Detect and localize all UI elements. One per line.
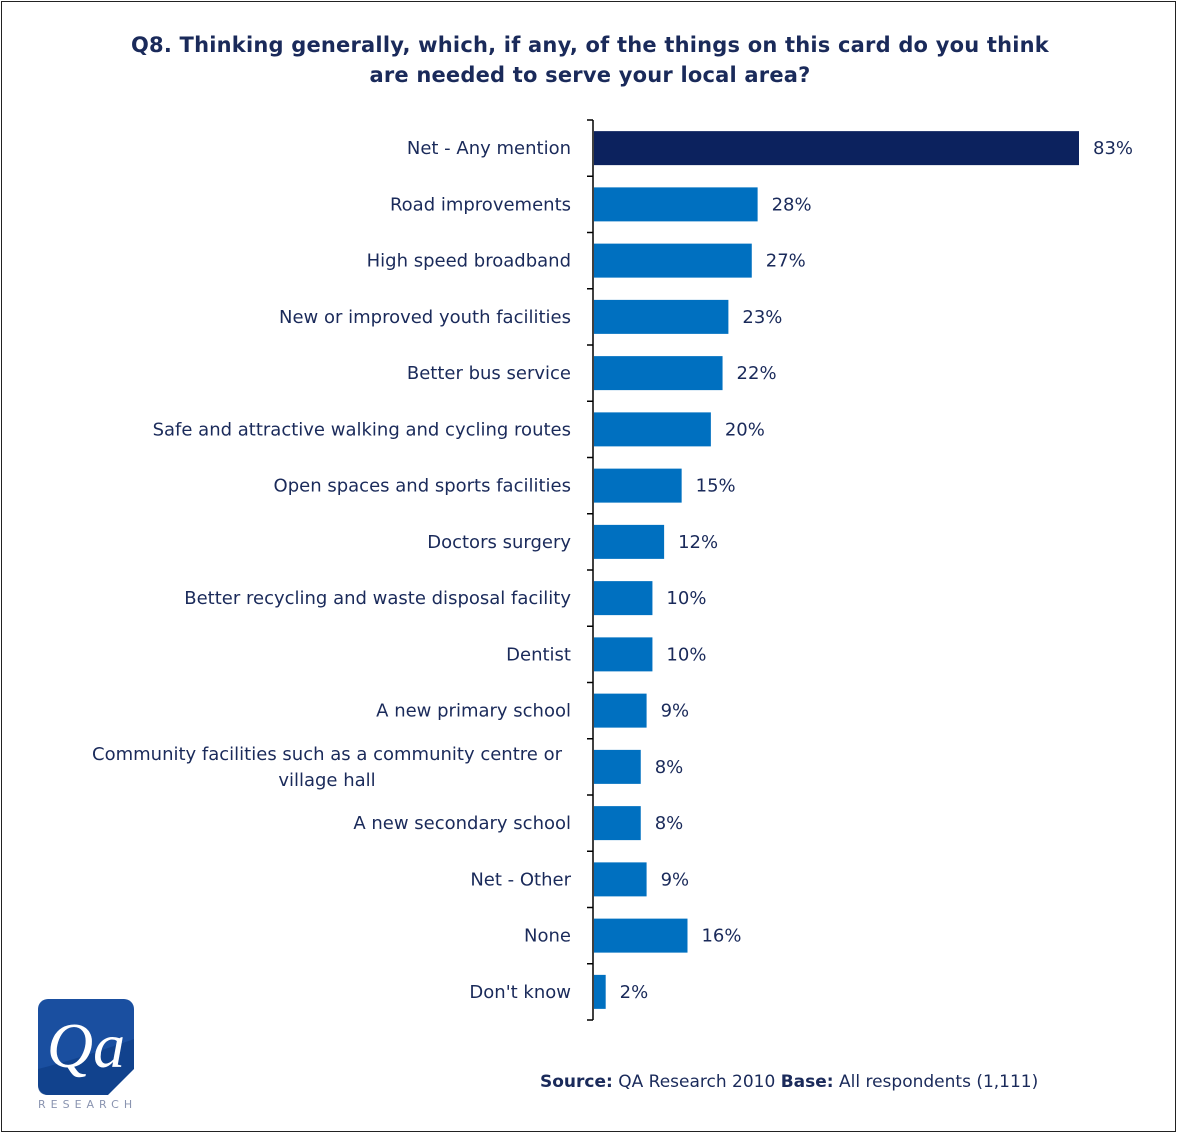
bar [594,637,653,672]
category-label: A new secondary school [353,813,571,834]
bar-value-label: 8% [655,813,684,834]
bar-value-label: 15% [696,476,736,497]
chart-title-line-2: are needed to serve your local area? [369,63,811,87]
category-label: Open spaces and sports facilities [274,476,571,497]
bar-value-label: 27% [766,251,806,272]
category-label: village hall [278,770,375,791]
bar [594,749,641,784]
base-text: All respondents (1,111) [839,1072,1039,1092]
bar [594,524,665,559]
bar-value-label: 9% [661,869,690,890]
bar [594,918,688,953]
category-label: Road improvements [390,194,571,215]
logo-subtext: RESEARCH [38,1098,138,1111]
logo-text: Qa [47,1010,125,1081]
bar [594,581,653,616]
chart-title: Q8. Thinking generally, which, if any, o… [60,30,1120,90]
bar-value-label: 2% [620,982,649,1003]
bar-value-label: 10% [666,644,706,665]
bar [594,299,729,334]
bar [594,974,606,1009]
category-label: None [524,926,571,947]
bar [594,806,641,841]
bar-value-label: 22% [737,363,777,384]
base-label: Base: [780,1072,834,1092]
category-label: Safe and attractive walking and cycling … [153,419,571,440]
source-text: QA Research 2010 [618,1072,776,1092]
bar [594,243,752,278]
category-label: Dentist [506,644,571,665]
category-label: Net - Any mention [407,138,571,159]
category-label: New or improved youth facilities [279,307,571,328]
category-label: A new primary school [376,701,571,722]
category-label: Better recycling and waste disposal faci… [184,588,571,609]
category-label: High speed broadband [367,251,571,272]
bar [594,131,1079,166]
chart-title-line-1: Q8. Thinking generally, which, if any, o… [131,33,1049,57]
bar-value-label: 12% [678,532,718,553]
source-label: Source: [540,1072,613,1092]
bar [594,356,723,391]
bar-value-label: 23% [742,307,782,328]
qa-logo-icon: Qa [38,999,134,1095]
bar-value-label: 20% [725,419,765,440]
source-note: Source: QA Research 2010 Base: All respo… [540,1072,1038,1092]
bar-value-label: 28% [772,194,812,215]
bar [594,862,647,897]
bar [594,412,711,447]
bar-value-label: 9% [661,701,690,722]
bar [594,187,758,222]
category-label: Better bus service [407,363,571,384]
bar [594,693,647,728]
category-label: Net - Other [470,869,571,890]
bar-value-label: 16% [701,926,741,947]
bar-value-label: 10% [666,588,706,609]
bar-value-label: 8% [655,757,684,778]
category-label: Doctors surgery [427,532,571,553]
category-label: Community facilities such as a community… [92,744,563,765]
category-label: Don't know [469,982,571,1003]
bar-value-label: 83% [1093,138,1133,159]
bar [594,468,682,503]
